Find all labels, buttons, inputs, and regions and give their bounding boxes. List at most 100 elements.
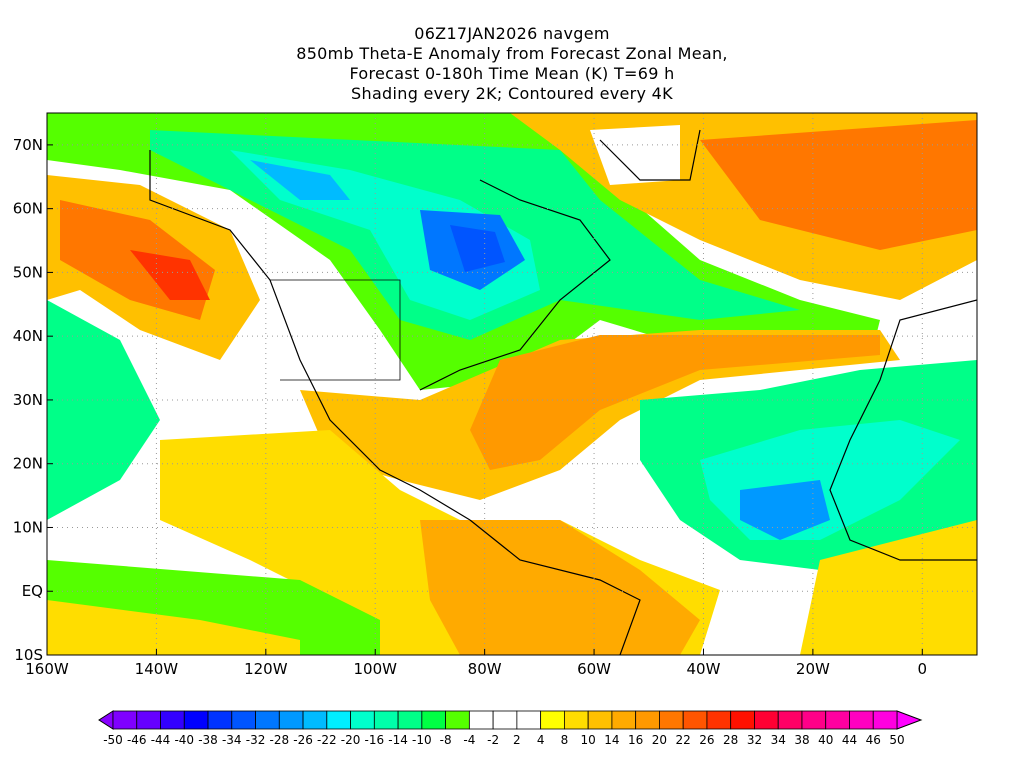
colorbar-label: -22 (317, 733, 337, 747)
colorbar-high-arrow (896, 710, 923, 730)
coastline-greenland (599, 129, 701, 181)
colorbar-swatch (278, 710, 304, 730)
colorbar-swatch (635, 710, 660, 730)
warm-south-pacific (47, 600, 300, 655)
colorbar-label: 14 (604, 733, 619, 747)
colorbar-swatch (397, 710, 423, 730)
lat-label: 10N (13, 518, 43, 536)
colorbar-label: -46 (127, 733, 147, 747)
colorbar-swatch (445, 710, 470, 730)
colorbar-swatch (777, 710, 803, 730)
title-line-1: 06Z17JAN2026 navgem (414, 24, 610, 43)
cold-atlantic-peak (740, 480, 830, 540)
colorbar-label: -44 (151, 733, 171, 747)
colorbar-swatch (659, 710, 684, 730)
colorbar-label: -16 (365, 733, 385, 747)
lon-label: 120W (244, 660, 288, 678)
colorbar-swatch (112, 710, 138, 730)
colorbar-swatch (563, 710, 589, 730)
colorbar-swatch (730, 710, 755, 730)
colorbar-label: -10 (412, 733, 432, 747)
lat-label: 20N (13, 455, 43, 473)
colorbar-swatch (849, 710, 874, 730)
colorbar-label: -4 (463, 733, 475, 747)
colorbar-swatch (373, 710, 399, 730)
state-borders (270, 279, 401, 381)
colorbar-label: -26 (293, 733, 313, 747)
colorbar-label: -28 (269, 733, 289, 747)
title-line-3: Forecast 0-180h Time Mean (K) T=69 h (349, 64, 675, 83)
colorbar-swatch (587, 710, 613, 730)
colorbar: -50 -46 -44 -40 -38 -34 -32 -28 -26 -22 -20 -16 -14-… (98, 710, 923, 747)
colorbar-label: -8 (440, 733, 452, 747)
colorbar-swatch (231, 710, 256, 730)
lat-label: 10S (14, 646, 43, 664)
lat-label: 40N (13, 327, 43, 345)
cold-core-center (450, 225, 505, 272)
coastline-americas-west (149, 150, 471, 521)
lat-label: 30N (13, 391, 43, 409)
lon-label: 80W (468, 660, 502, 678)
colorbar-label: 22 (676, 733, 691, 747)
colorbar-label: 16 (628, 733, 643, 747)
colorbar-label: 38 (794, 733, 809, 747)
title-line-4: Shading every 2K; Contoured every 4K (351, 84, 673, 103)
colorbar-label: -20 (341, 733, 361, 747)
colorbar-swatch (302, 710, 328, 730)
colorbar-label: -38 (198, 733, 218, 747)
colorbar-swatch (682, 710, 708, 730)
colorbar-swatch (350, 710, 375, 730)
lon-label: 60W (577, 660, 611, 678)
colorbar-label: 32 (747, 733, 762, 747)
lon-label: 100W (354, 660, 398, 678)
warm-tongue (300, 330, 900, 500)
colorbar-label: -40 (174, 733, 194, 747)
colorbar-swatch (207, 710, 233, 730)
colorbar-swatch (872, 710, 898, 730)
warm-tongue-core (470, 335, 880, 470)
cold-pacific-west (47, 300, 160, 520)
lon-label: 160W (25, 660, 69, 678)
colorbar-label: -32 (246, 733, 266, 747)
shaded-field (47, 113, 977, 655)
lat-label: 70N (13, 136, 43, 154)
colorbar-label: 34 (771, 733, 786, 747)
colorbar-swatch (516, 710, 542, 730)
lat-label: 50N (13, 263, 43, 281)
colorbar-swatch (160, 710, 185, 730)
colorbar-label: -34 (222, 733, 242, 747)
colorbar-label: 4 (537, 733, 545, 747)
colorbar-label: 40 (818, 733, 833, 747)
lat-lon-grid (46, 113, 977, 656)
colorbar-swatch (136, 710, 161, 730)
lon-label: 40W (687, 660, 721, 678)
colorbar-label: 50 (889, 733, 904, 747)
lat-label: EQ (22, 582, 43, 600)
colorbar-low-arrow (98, 710, 114, 730)
coastline-americas-east (419, 179, 611, 391)
coastline-south-america (469, 519, 641, 655)
colorbar-label: -2 (487, 733, 499, 747)
latitude-labels: 70N 60N 50N 40N 30N 20N 10N EQ 10S (13, 136, 53, 664)
colorbar-label: -14 (388, 733, 408, 747)
coastlines (149, 129, 977, 655)
greenland-neutral (590, 125, 680, 185)
colorbar-swatch (326, 710, 351, 730)
colorbar-label: 46 (866, 733, 881, 747)
colorbar-swatch (706, 710, 732, 730)
warm-gulf-of-guinea (800, 520, 977, 655)
longitude-labels: 160W 140W 120W 100W 80W 60W 40W 20W 0 (25, 649, 927, 678)
colorbar-swatch (801, 710, 827, 730)
lon-label: 20W (796, 660, 830, 678)
coastline-africa-europe (829, 299, 977, 561)
colorbar-label: 44 (842, 733, 857, 747)
lon-label: 0 (918, 660, 928, 678)
colorbar-label: 20 (652, 733, 667, 747)
colorbar-label: 26 (699, 733, 714, 747)
colorbar-swatch (540, 710, 565, 730)
colorbar-swatch (421, 710, 447, 730)
warm-south-america (420, 520, 700, 655)
map-frame (46, 112, 978, 656)
warm-core-atlantic (700, 120, 977, 250)
